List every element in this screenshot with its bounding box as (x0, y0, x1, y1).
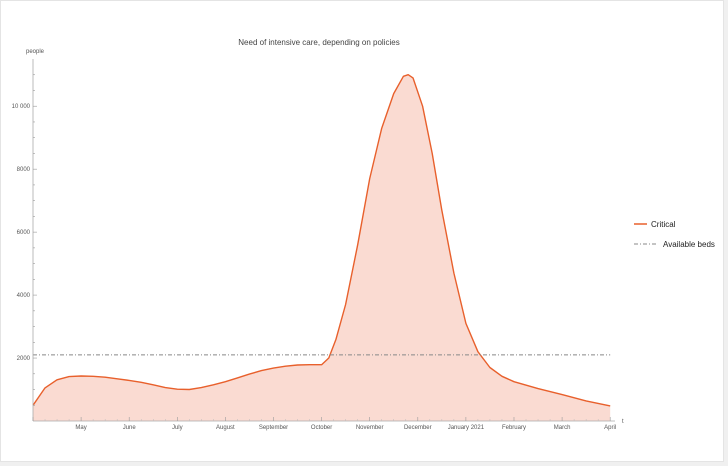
y-tick-label: 10 000 (12, 104, 31, 110)
chart: Need of intensive care, depending on pol… (12, 38, 715, 431)
legend-critical-label: Critical (651, 220, 676, 229)
x-tick-label: August (216, 425, 235, 431)
y-axis-label: people (26, 49, 45, 55)
x-tick-label: November (356, 425, 384, 431)
x-tick-label: September (259, 425, 288, 431)
critical-area-layer (32, 74, 611, 421)
x-axis-label: t (622, 419, 624, 425)
x-ticks: May June July August September October Novembe… (32, 417, 616, 431)
y-tick-label: 6000 (17, 230, 31, 236)
y-ticks: 2000 4000 6000 8000 10 000 (12, 74, 37, 406)
y-tick-label: 8000 (17, 167, 31, 173)
y-tick-label: 2000 (17, 356, 31, 362)
x-tick-label: July (172, 425, 183, 431)
axes (32, 59, 615, 422)
x-tick-label: October (311, 425, 332, 431)
x-tick-label: May (75, 425, 86, 431)
critical-series-line (32, 74, 611, 407)
x-tick-label: February (502, 425, 526, 431)
chart-title: Need of intensive care, depending on pol… (238, 38, 399, 47)
x-tick-label: December (404, 425, 432, 431)
y-tick-label: 4000 (17, 293, 31, 299)
x-tick-label: June (123, 425, 137, 431)
legend: Critical Available beds (634, 220, 715, 249)
x-tick-label: April (604, 425, 616, 431)
critical-area-fill (33, 74, 611, 421)
legend-beds-label: Available beds (663, 240, 715, 249)
x-tick-label: March (554, 425, 571, 431)
x-tick-label: January 2021 (448, 425, 485, 431)
